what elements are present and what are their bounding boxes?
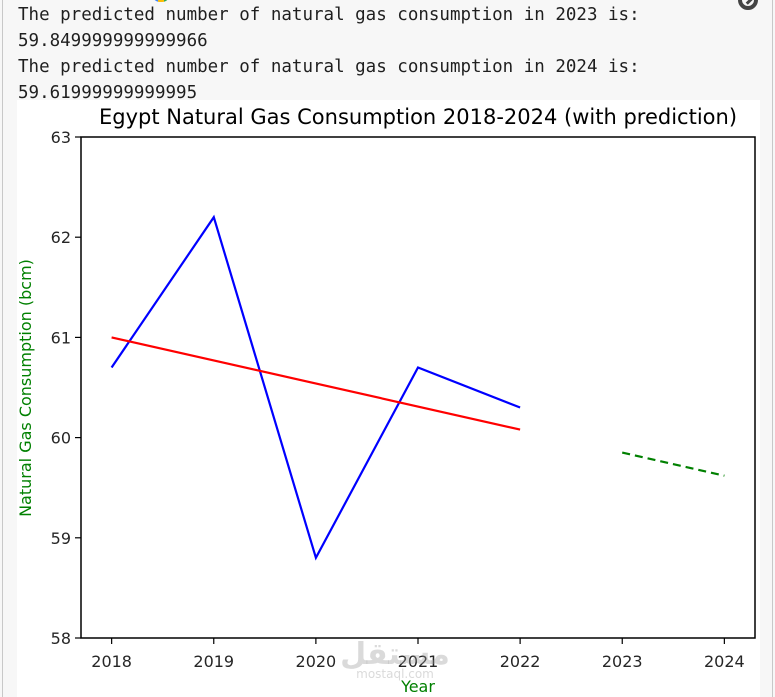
output-line: The predicted number of natural gas cons…	[18, 5, 640, 25]
y-tick-label: 63	[51, 128, 71, 147]
series-line	[110, 214, 521, 561]
series-line	[621, 451, 725, 477]
chart-figure	[17, 100, 760, 697]
plot-lines	[110, 214, 725, 561]
x-axis: 2018 2019 2020 2021 2022 2023 2024	[91, 638, 745, 671]
x-tick-label: 2020	[296, 652, 337, 671]
y-axis-label: Natural Gas Consumption (bcm)	[16, 259, 35, 517]
clear-output-icon[interactable]	[738, 0, 758, 10]
y-tick-label: 60	[51, 429, 71, 448]
cell-output-text: The predicted number of natural gas cons…	[18, 2, 640, 106]
x-tick-label: 2021	[398, 652, 439, 671]
chart-title: Egypt Natural Gas Consumption 2018-2024 …	[99, 105, 737, 129]
colab-logo-icon	[152, 0, 170, 2]
x-tick-label: 2022	[500, 652, 541, 671]
cell-border	[2, 0, 3, 697]
plot-frame	[80, 136, 756, 639]
x-tick-label: 2024	[704, 652, 745, 671]
y-tick-label: 58	[51, 629, 71, 648]
x-tick-label: 2018	[91, 652, 132, 671]
x-axis-label: Year	[400, 677, 435, 696]
x-tick-label: 2019	[193, 652, 234, 671]
output-line: The predicted number of natural gas cons…	[18, 57, 640, 77]
y-tick-label: 62	[51, 228, 71, 247]
y-tick-label: 61	[51, 328, 71, 347]
y-tick-label: 59	[51, 529, 71, 548]
cell-border	[772, 0, 773, 697]
x-tick-label: 2023	[602, 652, 643, 671]
series-line	[111, 336, 521, 431]
output-line: 59.61999999999995	[18, 83, 198, 103]
output-line: 59.849999999999966	[18, 31, 208, 51]
y-axis: 58 59 60 61 62 63	[51, 128, 81, 648]
